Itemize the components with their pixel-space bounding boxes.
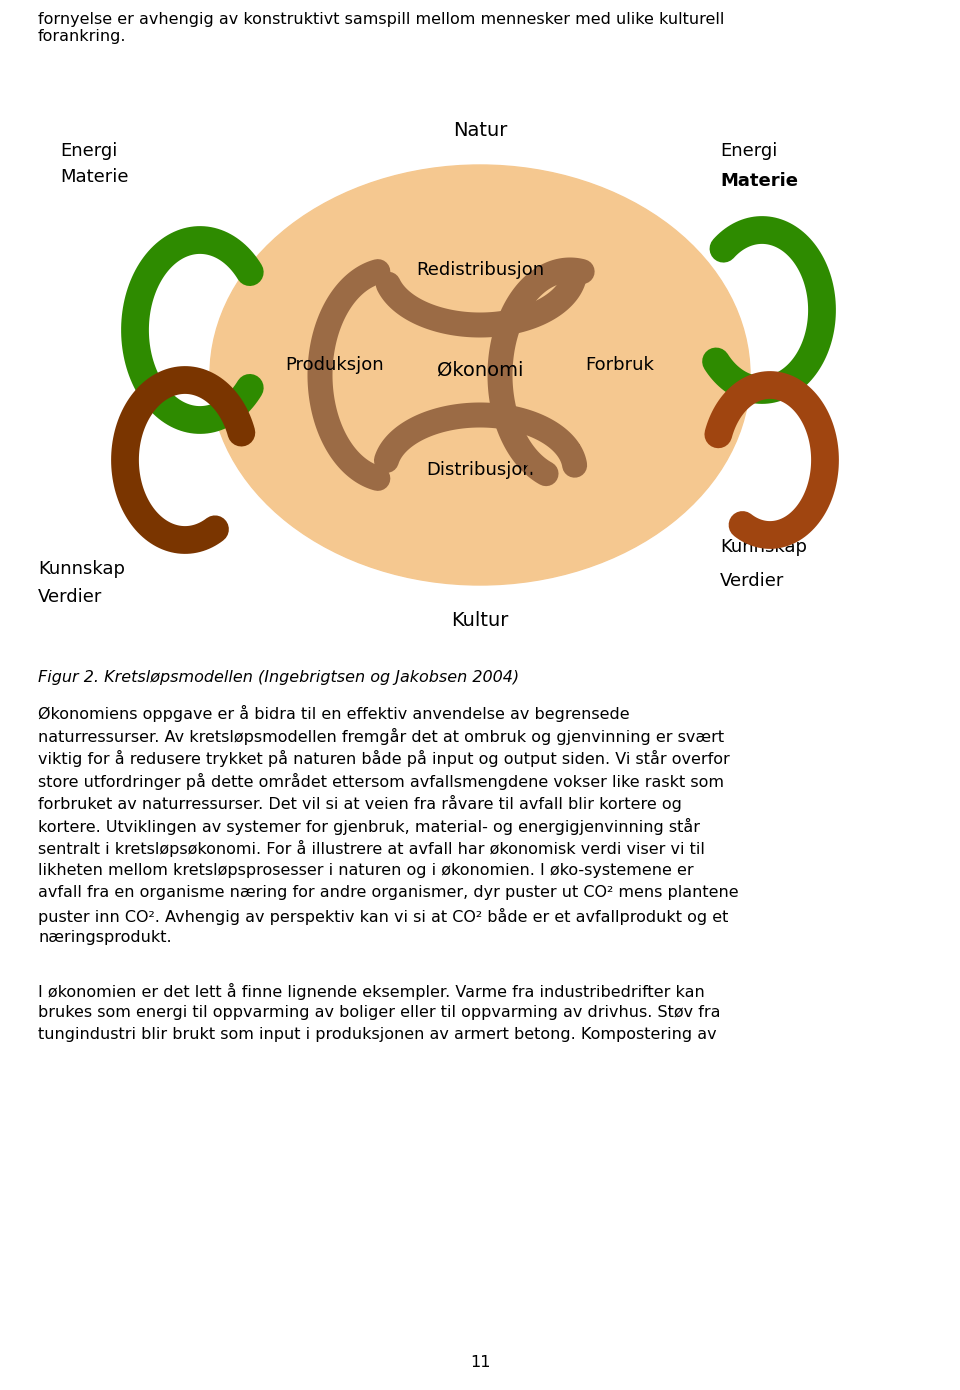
Text: Figur 2. Kretsløpsmodellen (Ingebrigtsen og Jakobsen 2004): Figur 2. Kretsløpsmodellen (Ingebrigtsen… xyxy=(38,670,519,685)
Text: avfall fra en organisme næring for andre organismer, dyr puster ut CO² mens plan: avfall fra en organisme næring for andre… xyxy=(38,885,738,899)
Text: Økonomi: Økonomi xyxy=(437,360,523,379)
Text: Verdier: Verdier xyxy=(720,573,784,589)
Text: Materie: Materie xyxy=(60,168,129,186)
Text: Redistribusjon: Redistribusjon xyxy=(416,261,544,279)
Text: Energi: Energi xyxy=(720,142,778,160)
Text: store utfordringer på dette området ettersom avfallsmengdene vokser like raskt s: store utfordringer på dette området ette… xyxy=(38,773,724,790)
Text: sentralt i kretsløpsøkonomi. For å illustrere at avfall har økonomisk verdi vise: sentralt i kretsløpsøkonomi. For å illus… xyxy=(38,840,705,858)
Text: naturressurser. Av kretsløpsmodellen fremgår det at ombruk og gjenvinning er svæ: naturressurser. Av kretsløpsmodellen fre… xyxy=(38,727,724,745)
Text: 11: 11 xyxy=(469,1355,491,1371)
Text: Økonomiens oppgave er å bidra til en effektiv anvendelse av begrensede: Økonomiens oppgave er å bidra til en eff… xyxy=(38,705,630,721)
Ellipse shape xyxy=(210,165,750,585)
Text: Verdier: Verdier xyxy=(38,588,103,606)
Text: puster inn CO². Avhengig av perspektiv kan vi si at CO² både er et avfallprodukt: puster inn CO². Avhengig av perspektiv k… xyxy=(38,908,729,924)
Text: Kunnskap: Kunnskap xyxy=(720,538,807,556)
Text: Natur: Natur xyxy=(453,121,507,139)
Text: Kultur: Kultur xyxy=(451,610,509,630)
Text: Produksjon: Produksjon xyxy=(286,356,384,374)
Text: næringsprodukt.: næringsprodukt. xyxy=(38,930,172,945)
Text: brukes som energi til oppvarming av boliger eller til oppvarming av drivhus. Stø: brukes som energi til oppvarming av boli… xyxy=(38,1005,721,1020)
Text: forbruket av naturressurser. Det vil si at veien fra råvare til avfall blir kort: forbruket av naturressurser. Det vil si … xyxy=(38,795,682,812)
Text: kortere. Utviklingen av systemer for gjenbruk, material- og energigjenvinning st: kortere. Utviklingen av systemer for gje… xyxy=(38,817,700,834)
Text: viktig for å redusere trykket på naturen både på input og output siden. Vi står : viktig for å redusere trykket på naturen… xyxy=(38,751,730,767)
Text: tungindustri blir brukt som input i produksjonen av armert betong. Kompostering : tungindustri blir brukt som input i prod… xyxy=(38,1027,716,1042)
Text: I økonomien er det lett å finne lignende eksempler. Varme fra industribedrifter : I økonomien er det lett å finne lignende… xyxy=(38,983,705,999)
Text: Materie: Materie xyxy=(720,172,798,190)
Text: fornyelse er avhengig av konstruktivt samspill mellom mennesker med ulike kultur: fornyelse er avhengig av konstruktivt sa… xyxy=(38,13,725,44)
Text: Kunnskap: Kunnskap xyxy=(38,560,125,578)
Text: likheten mellom kretsløpsprosesser i naturen og i økonomien. I øko-systemene er: likheten mellom kretsløpsprosesser i nat… xyxy=(38,863,694,877)
Text: Distribusjon: Distribusjon xyxy=(426,461,534,480)
Text: Energi: Energi xyxy=(60,142,117,160)
Text: Forbruk: Forbruk xyxy=(586,356,655,374)
